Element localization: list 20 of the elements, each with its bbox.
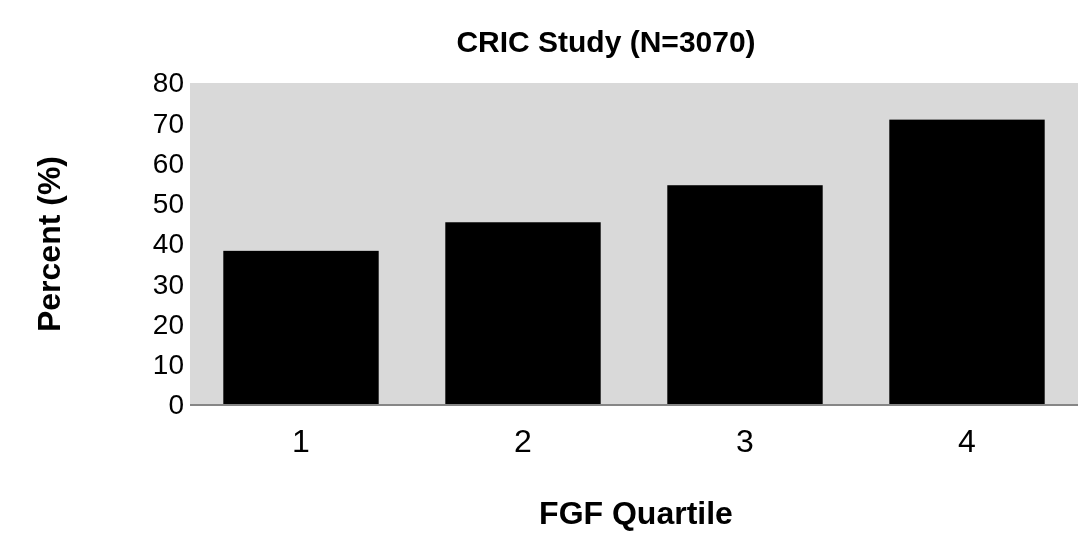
- y-tick-label: 40: [152, 228, 184, 260]
- y-tick-label: 0: [168, 389, 184, 421]
- bar: [667, 185, 823, 405]
- y-tick-label: 20: [152, 308, 184, 340]
- x-tick-label: 2: [514, 422, 532, 459]
- x-tick-label: 4: [958, 422, 976, 459]
- y-tick-label: 10: [152, 349, 184, 381]
- x-axis-title: FGF Quartile: [539, 495, 733, 531]
- y-tick-label: 50: [152, 188, 184, 220]
- bar: [223, 250, 379, 405]
- y-tick-label: 70: [152, 107, 184, 139]
- y-tick-label: 80: [152, 67, 184, 99]
- chart-title: CRIC Study (N=3070): [456, 25, 756, 58]
- x-tick-label: 3: [736, 422, 754, 459]
- bar: [889, 119, 1045, 405]
- bar: [445, 222, 601, 405]
- y-tick-label: 60: [152, 147, 184, 179]
- y-tick-label: 30: [152, 268, 184, 300]
- x-tick-label: 1: [292, 422, 310, 459]
- y-axis-title: Percent (%): [31, 155, 67, 333]
